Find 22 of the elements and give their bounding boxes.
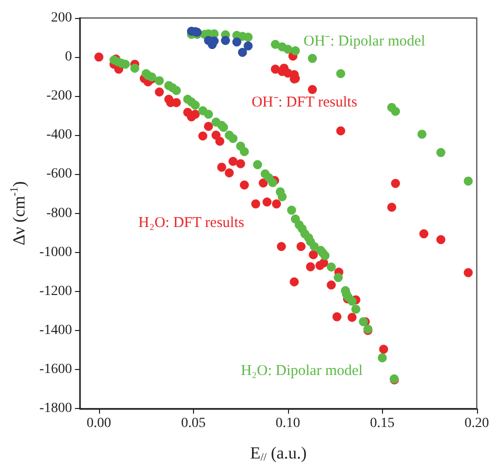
y-tick-label: -1000 xyxy=(39,244,72,260)
series-label: OH⁻: DFT results xyxy=(252,94,358,110)
y-tick-label: -400 xyxy=(46,128,72,143)
y-tick-label: -1600 xyxy=(39,362,72,378)
y-tick-label: -1200 xyxy=(39,284,72,299)
x-tick-label: 0.20 xyxy=(464,416,489,432)
series-label: OH⁻: Dipolar model xyxy=(304,33,426,50)
series-label: H₂O: DFT results xyxy=(138,214,244,231)
y-tick-label: -800 xyxy=(46,206,72,221)
y-tick-label: -600 xyxy=(46,166,72,182)
y-tick-label: -1400 xyxy=(39,322,72,338)
x-tick-label: 0.15 xyxy=(370,416,395,432)
y-tick-label: 0 xyxy=(65,50,72,65)
x-tick-label: 0.05 xyxy=(181,416,206,432)
x-tick-label: 0.10 xyxy=(276,416,300,432)
y-axis-title: Δν (cm-1) xyxy=(8,181,29,246)
y-tick-label: 200 xyxy=(51,10,72,26)
series-label: H₂O: Dipolar model xyxy=(240,362,363,379)
y-tick-label: -200 xyxy=(46,88,72,104)
x-axis-title: E// (a.u.) xyxy=(250,443,307,464)
y-tick-label: -1800 xyxy=(39,401,72,416)
x-tick-label: 0.00 xyxy=(86,416,112,432)
